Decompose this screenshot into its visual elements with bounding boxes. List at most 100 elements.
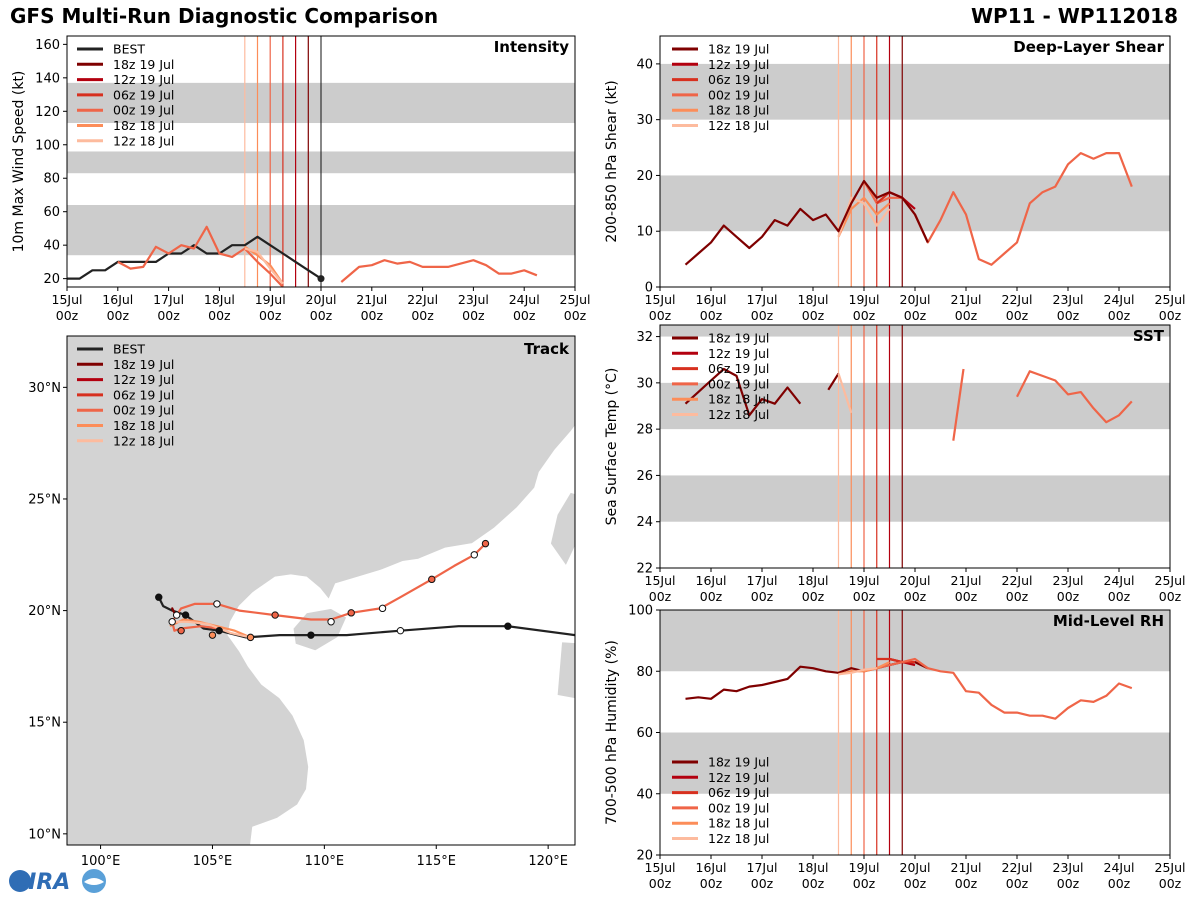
- cira-logo-text: CIRA: [12, 870, 70, 895]
- x-tick-hour-label: 00z: [853, 308, 876, 323]
- series-line-00z-19-jul: [117, 225, 538, 288]
- x-tick-label: 20Jul: [900, 292, 931, 307]
- map-frame: [66, 335, 576, 846]
- x-tick-label: 24Jul: [1104, 860, 1135, 875]
- x-tick-label: 24Jul: [509, 292, 540, 307]
- y-tick-label: 24: [636, 515, 653, 530]
- legend-label: 18z 18 Jul: [708, 103, 769, 118]
- y-tick-label: 100: [35, 138, 60, 153]
- shaded-band: [660, 475, 1170, 522]
- x-tick-label: 21Jul: [356, 292, 387, 307]
- x-tick-label: 25Jul: [1155, 860, 1186, 875]
- rh-panel: 2040608010015Jul00z16Jul00z17Jul00z18Jul…: [604, 604, 1186, 892]
- x-tick-label: 18Jul: [798, 860, 829, 875]
- series-line-best: [67, 235, 322, 280]
- x-tick-label: 16Jul: [696, 292, 727, 307]
- x-tick-label: 18Jul: [798, 573, 829, 588]
- x-tick-label: 24Jul: [1104, 573, 1135, 588]
- x-tick-label: 21Jul: [951, 292, 982, 307]
- legend-label: 00z 19 Jul: [708, 376, 769, 391]
- legend-label: 18z 19 Jul: [708, 42, 769, 57]
- x-tick-label: 23Jul: [458, 292, 489, 307]
- y-tick-label: 10: [636, 225, 653, 240]
- x-tick-label: 16Jul: [696, 573, 727, 588]
- x-tick-hour-label: 00z: [208, 308, 231, 323]
- y-tick-label: 22: [636, 562, 653, 577]
- series-line-12z-18-jul: [838, 667, 877, 676]
- series-line-18z-18-jul: [837, 196, 891, 238]
- panel-title: Deep-Layer Shear: [1013, 38, 1164, 56]
- y-tick-label: 80: [636, 665, 653, 680]
- x-tick-label: 19Jul: [849, 860, 880, 875]
- y-tick-label: 40: [636, 57, 653, 72]
- legend-label: 18z 18 Jul: [708, 392, 769, 407]
- legend-label: 12z 18 Jul: [708, 407, 769, 422]
- x-tick-label: 22Jul: [407, 292, 438, 307]
- x-tick-label: 19Jul: [255, 292, 286, 307]
- x-tick-label: 18Jul: [798, 292, 829, 307]
- lat-tick-label: 15°N: [28, 716, 61, 731]
- x-tick-hour-label: 00z: [649, 308, 672, 323]
- x-tick-hour-label: 00z: [853, 589, 876, 604]
- x-tick-hour-label: 00z: [904, 589, 927, 604]
- legend-label: 18z 19 Jul: [708, 755, 769, 770]
- x-tick-hour-label: 00z: [310, 308, 333, 323]
- x-tick-label: 22Jul: [1002, 292, 1033, 307]
- series-line-00z-19-jul: [952, 368, 1133, 441]
- track-point: [172, 611, 181, 619]
- track-point: [428, 575, 436, 584]
- track-point: [177, 626, 185, 635]
- x-tick-label: 20Jul: [900, 860, 931, 875]
- y-tick-label: 160: [35, 38, 60, 53]
- track-point: [181, 611, 190, 619]
- x-tick-hour-label: 00z: [1006, 589, 1029, 604]
- cira-logo-wave-icon: [84, 878, 104, 885]
- x-tick-label: 24Jul: [1104, 292, 1135, 307]
- track-panel: 100°E 105°E 110°E 115°E 120°E 10°N 15°N 20°N 25°…: [28, 335, 576, 869]
- x-tick-label: 17Jul: [747, 292, 778, 307]
- track-line-12z-18-jul: [172, 620, 251, 639]
- cira-logo: CIRA: [9, 869, 106, 895]
- x-tick-hour-label: 00z: [649, 589, 672, 604]
- y-tick-label: 80: [43, 172, 60, 187]
- legend-label: 12z 19 Jul: [708, 346, 769, 361]
- y-tick-label: 0: [645, 281, 653, 296]
- x-tick-label: 21Jul: [951, 573, 982, 588]
- y-tick-label: 20: [43, 272, 60, 287]
- legend-label: 12z 19 Jul: [113, 72, 174, 87]
- legend-label: 18z 18 Jul: [113, 118, 174, 133]
- lon-tick-label: 100°E: [81, 854, 121, 869]
- legend-label: 12z 19 Jul: [708, 57, 769, 72]
- x-tick-hour-label: 00z: [1057, 308, 1080, 323]
- x-tick-label: 23Jul: [1053, 573, 1084, 588]
- y-tick-label: 60: [636, 726, 653, 741]
- series-line-00z-19-jul: [863, 657, 1133, 720]
- series-line-12z-18-jul: [837, 373, 853, 414]
- legend-label: 18z 19 Jul: [113, 357, 174, 372]
- x-tick-hour-label: 00z: [56, 308, 79, 323]
- x-tick-label: 16Jul: [102, 292, 133, 307]
- x-tick-hour-label: 00z: [1057, 876, 1080, 891]
- track-point: [213, 600, 221, 608]
- legend-label: 18z 19 Jul: [113, 57, 174, 72]
- shaded-band: [660, 175, 1170, 232]
- y-axis-label: 700-500 hPa Humidity (%): [604, 640, 620, 825]
- track-point: [504, 622, 512, 630]
- lat-tick-label: 25°N: [28, 492, 61, 507]
- legend-label: 00z 19 Jul: [708, 87, 769, 102]
- shaded-band: [660, 63, 1170, 120]
- x-tick-label: 20Jul: [900, 573, 931, 588]
- x-tick-hour-label: 00z: [361, 308, 384, 323]
- lat-tick-label: 20°N: [28, 604, 61, 619]
- legend-label: 12z 19 Jul: [708, 770, 769, 785]
- y-axis-label: Sea Surface Temp (°C): [604, 368, 620, 526]
- x-tick-label: 23Jul: [1053, 292, 1084, 307]
- x-tick-hour-label: 00z: [107, 308, 130, 323]
- x-tick-label: 21Jul: [951, 860, 982, 875]
- x-tick-hour-label: 00z: [1159, 876, 1182, 891]
- x-tick-hour-label: 00z: [802, 876, 825, 891]
- x-tick-label: 23Jul: [1053, 860, 1084, 875]
- storm-id-title: WP11 - WP112018: [971, 4, 1178, 28]
- lon-tick-label: 105°E: [193, 854, 233, 869]
